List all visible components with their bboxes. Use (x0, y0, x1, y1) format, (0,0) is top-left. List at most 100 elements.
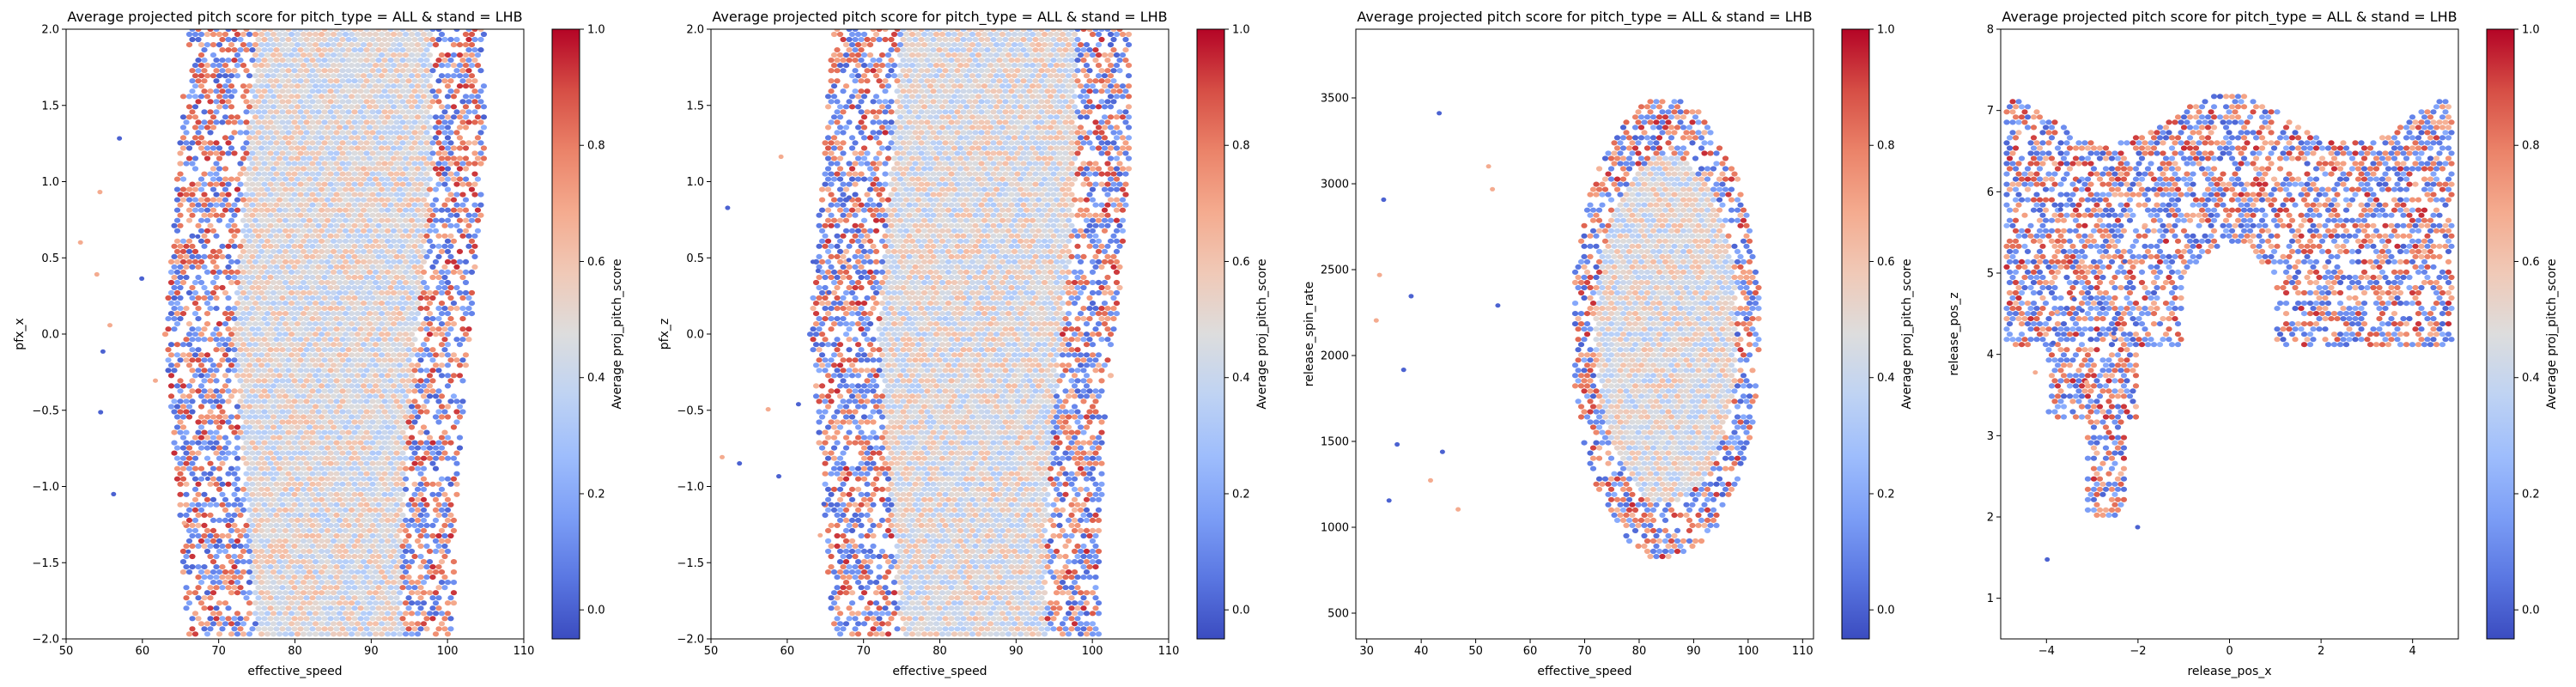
hexbin-cell (363, 181, 370, 187)
hexbin-cell (414, 52, 422, 58)
hexbin-cell (288, 155, 295, 161)
hexbin-cell (342, 621, 349, 627)
hexbin-cell (363, 564, 370, 570)
hexbin-cell (261, 99, 268, 105)
hexbin-cell (369, 357, 376, 363)
hexbin-cell (324, 63, 331, 69)
hexbin-cell (270, 527, 277, 534)
hexbin-cell (294, 424, 301, 430)
hexbin-cell (477, 47, 484, 53)
hexbin-cell (276, 517, 283, 524)
hexbin-cell (252, 289, 259, 296)
hexbin-cell (303, 532, 310, 539)
hexbin-cell (246, 496, 253, 502)
hexbin-cell (471, 88, 478, 94)
hexbin-cell (288, 197, 295, 203)
hexbin-cell (408, 104, 416, 110)
hexbin-cell (465, 212, 472, 218)
hexbin-cell (372, 621, 380, 627)
hexbin-cell (342, 207, 349, 213)
hexbin-cell (372, 435, 380, 441)
hexbin-cell (852, 29, 859, 33)
hexbin-cell (423, 222, 430, 228)
hexbin-cell (270, 238, 277, 244)
hexbin-cell (297, 181, 304, 187)
hexbin-cell (366, 176, 374, 182)
hexbin-cell (327, 440, 334, 446)
hexbin-cell (315, 212, 322, 218)
hexbin-cell (372, 42, 380, 48)
hexbin-cell (378, 52, 386, 58)
hexbin-cell (309, 316, 316, 322)
hexbin-cell (435, 543, 442, 550)
hexbin-cell (252, 321, 259, 327)
hexbin-cell (282, 362, 289, 368)
hexbin-cell (435, 88, 442, 94)
hexbin-cell (270, 135, 277, 141)
hexbin-cell (327, 222, 334, 228)
hexbin-cell (216, 600, 223, 606)
hexbin-cell (396, 465, 404, 471)
hexbin-cell (390, 301, 398, 307)
hexbin-cell (228, 621, 235, 627)
hexbin-cell (405, 88, 412, 94)
hexbin-cell (264, 63, 271, 69)
hexbin-cell (312, 83, 319, 89)
hexbin-cell (426, 311, 434, 317)
hexbin-cell (378, 83, 386, 89)
hexbin-cell (405, 306, 412, 312)
hexbin-cell (432, 414, 440, 420)
hexbin-cell (255, 626, 262, 632)
hexbin-cell (393, 222, 400, 228)
hexbin-cell (255, 243, 262, 249)
hexbin-cell (336, 248, 343, 254)
hexbin-cell (354, 393, 361, 399)
hexbin-cell (327, 326, 334, 332)
hexbin-cell (378, 476, 386, 482)
hexbin-cell (179, 393, 187, 399)
hexbin-cell (255, 222, 262, 228)
hexbin-cell (435, 398, 442, 404)
hexbin-cell (270, 331, 277, 337)
hexbin-cell (195, 543, 202, 550)
hexbin-cell (330, 476, 337, 482)
hexbin-cell (240, 559, 247, 565)
hexbin-cell (348, 63, 355, 69)
hexbin-cell (294, 125, 301, 131)
hexbin-cell (327, 595, 334, 601)
hexbin-cell (300, 83, 307, 89)
hexbin-cell (219, 532, 226, 539)
hexbin-cell (297, 398, 304, 404)
hexbin-cell (291, 274, 298, 281)
hexbin-cell (285, 253, 292, 259)
hexbin-cell (222, 352, 229, 358)
hexbin-cell (189, 532, 196, 539)
hexbin-cell (270, 114, 277, 120)
hexbin-cell (372, 114, 380, 120)
hexbin-cell (264, 279, 271, 286)
hexbin-cell (972, 29, 979, 33)
hexbin-cell (378, 248, 386, 254)
hexbin-cell (197, 197, 205, 203)
hexbin-cell (225, 616, 232, 622)
hexbin-cell (420, 527, 428, 534)
hexbin-cell (372, 590, 380, 596)
hexbin-cell (171, 284, 178, 291)
hexbin-cell (285, 78, 292, 84)
hexbin-cell (288, 321, 295, 327)
hexbin-cell (381, 502, 388, 508)
hexbin-cell (453, 202, 460, 208)
hexbin-cell (252, 248, 259, 254)
hexbin-cell (321, 553, 328, 560)
hexbin-cell (294, 611, 301, 617)
hexbin-cell (363, 316, 370, 322)
hexbin-cell (444, 311, 452, 317)
hexbin-cell (348, 289, 355, 296)
hexbin-cell (333, 202, 340, 208)
hexbin-cell (351, 512, 358, 519)
hexbin-cell (426, 455, 434, 461)
hexbin-cell (279, 471, 286, 477)
hexbin-cell (219, 616, 226, 622)
hexbin-cell (225, 78, 232, 84)
hexbin-cell (273, 626, 280, 632)
